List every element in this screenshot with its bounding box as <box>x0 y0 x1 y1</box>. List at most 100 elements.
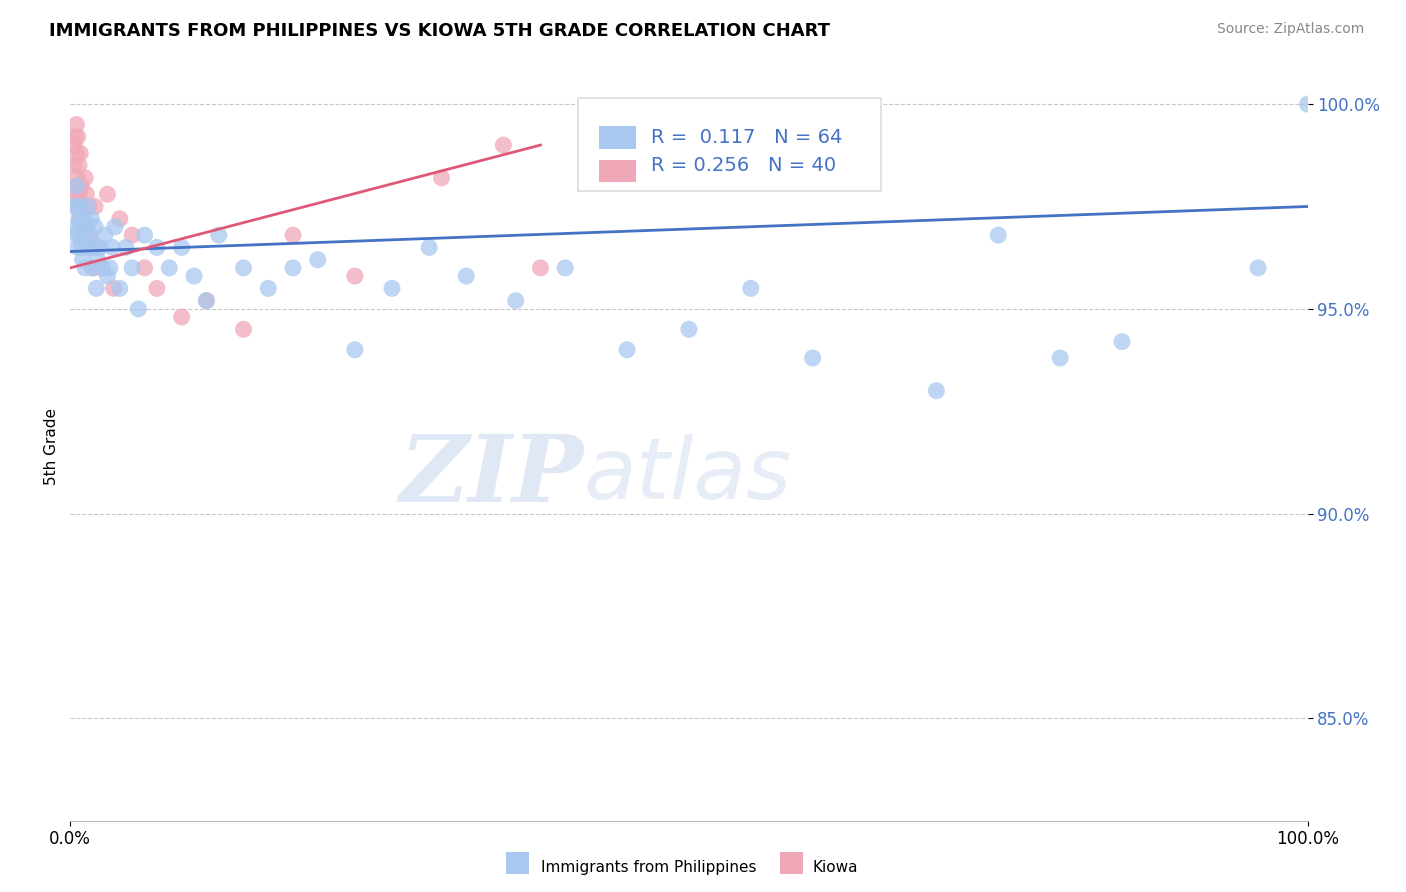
Point <box>1296 97 1319 112</box>
Point <box>121 228 143 243</box>
Point <box>208 228 231 243</box>
Point <box>170 240 193 254</box>
Point <box>76 240 98 254</box>
Point <box>67 211 90 226</box>
Point <box>63 159 86 173</box>
Point <box>86 240 108 254</box>
Point <box>492 138 515 153</box>
Point <box>72 199 94 213</box>
Point <box>94 228 117 243</box>
Point <box>66 240 89 254</box>
FancyBboxPatch shape <box>599 126 636 149</box>
Point <box>430 170 453 185</box>
Point <box>108 281 131 295</box>
Point <box>987 228 1010 243</box>
Point <box>65 179 87 194</box>
Point <box>678 322 700 336</box>
Point <box>65 118 87 132</box>
Point <box>65 129 87 144</box>
Point <box>281 260 304 275</box>
Point <box>616 343 638 357</box>
Point <box>66 170 89 185</box>
Point <box>195 293 218 308</box>
Point <box>67 159 90 173</box>
Point <box>91 260 114 275</box>
Point <box>76 199 98 213</box>
Point <box>72 219 94 234</box>
Point <box>66 199 89 213</box>
Point <box>456 269 478 284</box>
Point <box>127 301 149 316</box>
Point <box>84 281 107 295</box>
Point <box>232 322 254 336</box>
Point <box>82 260 104 275</box>
Point <box>232 260 254 275</box>
Point <box>103 281 125 295</box>
FancyBboxPatch shape <box>578 97 880 191</box>
Point <box>1111 334 1133 349</box>
Point <box>183 269 205 284</box>
Point <box>195 293 218 308</box>
Point <box>69 146 91 161</box>
Y-axis label: 5th Grade: 5th Grade <box>44 408 59 484</box>
Point <box>307 252 329 267</box>
Point <box>70 179 93 194</box>
Point <box>157 260 180 275</box>
Point <box>554 260 576 275</box>
Point <box>63 138 86 153</box>
Point <box>65 219 87 234</box>
Point <box>75 219 97 234</box>
Point <box>96 187 118 202</box>
Point <box>82 260 104 275</box>
Point <box>79 228 101 243</box>
Point <box>75 228 97 243</box>
Point <box>134 260 156 275</box>
Point <box>75 170 97 185</box>
Point <box>925 384 948 398</box>
Point <box>65 179 87 194</box>
Point <box>134 228 156 243</box>
Point <box>73 211 96 226</box>
Point <box>89 240 111 254</box>
Point <box>343 269 366 284</box>
Point <box>80 211 103 226</box>
Point <box>90 260 112 275</box>
Point <box>1049 351 1071 365</box>
Text: Immigrants from Philippines: Immigrants from Philippines <box>541 860 756 874</box>
Point <box>108 211 131 226</box>
Point <box>83 240 105 254</box>
Point <box>72 252 94 267</box>
Point <box>740 281 762 295</box>
FancyBboxPatch shape <box>599 160 636 182</box>
Point <box>1247 260 1270 275</box>
Text: ZIP: ZIP <box>399 431 583 521</box>
Text: IMMIGRANTS FROM PHILIPPINES VS KIOWA 5TH GRADE CORRELATION CHART: IMMIGRANTS FROM PHILIPPINES VS KIOWA 5TH… <box>49 22 830 40</box>
Point <box>115 240 138 254</box>
Point <box>146 281 169 295</box>
Point <box>257 281 280 295</box>
Point <box>77 199 100 213</box>
Point <box>73 219 96 234</box>
Point <box>75 187 97 202</box>
Point <box>96 269 118 284</box>
Point <box>65 187 87 202</box>
Text: R =  0.117   N = 64: R = 0.117 N = 64 <box>651 128 842 147</box>
Point <box>381 281 404 295</box>
Point <box>63 199 86 213</box>
Point <box>104 219 127 234</box>
Point <box>84 219 107 234</box>
Point <box>67 187 90 202</box>
Point <box>529 260 551 275</box>
Point <box>79 228 101 243</box>
Point <box>343 343 366 357</box>
Point <box>84 199 107 213</box>
Point <box>69 211 91 226</box>
Point <box>75 260 97 275</box>
Point <box>69 219 91 234</box>
Point <box>65 146 87 161</box>
Point <box>86 252 108 267</box>
Point <box>77 240 100 254</box>
Text: Kiowa: Kiowa <box>813 860 858 874</box>
Point <box>146 240 169 254</box>
Point <box>66 129 89 144</box>
